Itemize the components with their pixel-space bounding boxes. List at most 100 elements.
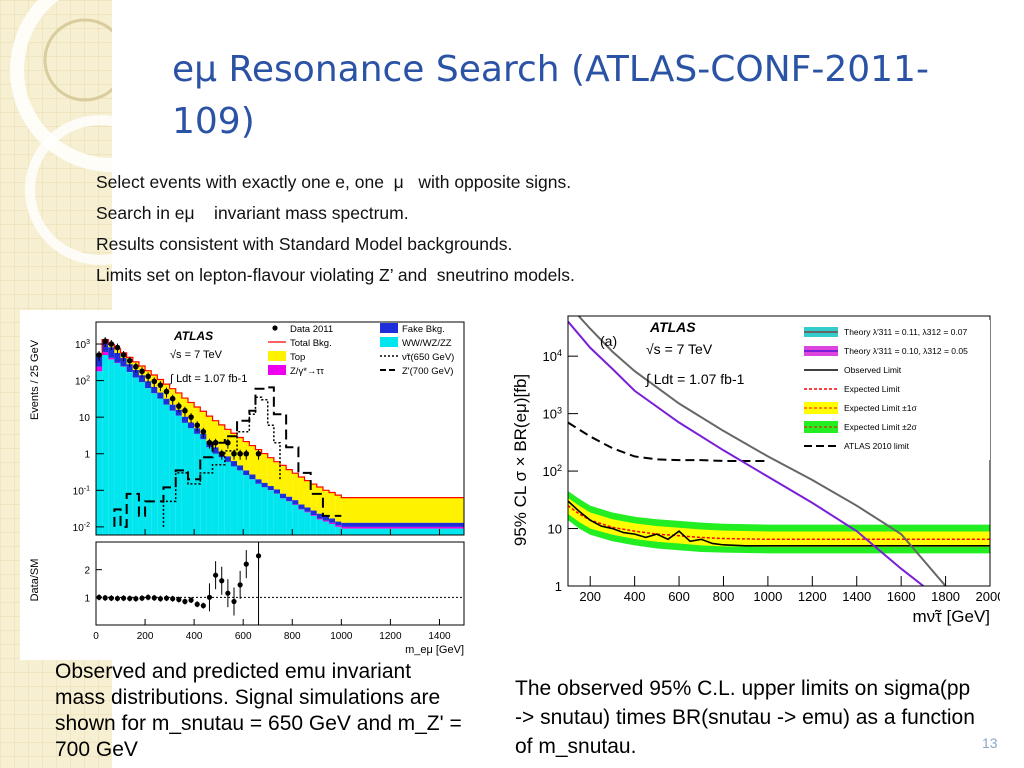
histogram-bar (249, 474, 256, 480)
data-point (126, 357, 133, 364)
histogram-bar (304, 512, 311, 535)
sidebar-ring (25, 115, 112, 265)
page-number: 13 (982, 735, 998, 751)
histogram-bar (304, 480, 311, 508)
legend-label: Observed Limit (844, 365, 902, 375)
ratio-point (176, 596, 182, 603)
legend-label: Data 2011 (290, 324, 333, 335)
histogram-bar (341, 528, 464, 535)
ratio-point (243, 561, 249, 567)
bullet-item: Results consistent with Standard Model b… (96, 234, 513, 254)
x-tick-label: 200 (137, 631, 154, 642)
histogram-bar (286, 496, 293, 502)
legend-swatch (380, 323, 398, 333)
x-axis-label: mν̃τ [GeV] (912, 607, 990, 626)
legend-label: Fake Bkg. (402, 324, 445, 335)
histogram-bar (280, 465, 287, 494)
histogram-bar (188, 428, 195, 535)
histogram-bar (181, 416, 188, 423)
legend-background (798, 320, 990, 460)
histogram-bar (243, 475, 250, 535)
bullet-item: Select events with exactly one e, one μ … (96, 172, 572, 192)
histogram-bar (267, 457, 274, 487)
x-tick-label: 200 (579, 589, 601, 604)
legend-swatch (268, 351, 286, 361)
histogram-bar (120, 366, 127, 535)
data-point (212, 439, 219, 446)
x-tick-label: 2000 (976, 589, 1000, 604)
x-tick-label: 1000 (753, 589, 782, 604)
ratio-point (188, 597, 194, 603)
y-tick-label: 103 (75, 339, 90, 351)
x-tick-label: 800 (284, 631, 301, 642)
histogram-bar (335, 526, 342, 535)
x-tick-label: 1600 (887, 589, 916, 604)
histogram-bar (341, 522, 464, 527)
histogram-bar (322, 521, 330, 535)
histogram-bar (212, 453, 219, 535)
total-bkg-line (96, 339, 464, 499)
legend-label: Expected Limit (844, 384, 900, 394)
right-caption: The observed 95% C.L. upper limits on si… (515, 677, 975, 758)
legend-swatch (268, 365, 286, 375)
histogram-bar (304, 507, 311, 512)
histogram-bar (151, 393, 158, 535)
histogram-bar (310, 515, 317, 535)
data-point (206, 439, 213, 446)
ratio-point (194, 601, 200, 607)
histogram-bar (138, 375, 146, 383)
y-tick-label: 10-1 (73, 485, 90, 497)
histogram-bar (298, 504, 305, 509)
data-point (243, 450, 250, 457)
data-point (231, 450, 237, 457)
histogram-bar (341, 526, 464, 529)
data-point (151, 378, 158, 385)
legend-marker (272, 325, 278, 331)
histogram-bar (280, 493, 287, 499)
x-tick-label: 1400 (428, 631, 451, 642)
bullet-item: Limits set on lepton-flavour violating Z… (96, 265, 575, 285)
histogram-bar (322, 515, 330, 521)
histogram-bar (114, 352, 121, 363)
ratio-panel: 1 2 0 200 400 600 800 1000 1200 1400 (84, 541, 465, 642)
legend-label: Total Bkg. (290, 338, 332, 349)
ratio-point (127, 595, 133, 602)
data-point (114, 344, 121, 351)
histogram-bar (96, 366, 103, 372)
legend-label: WW/WZ/ZZ (402, 338, 452, 349)
histogram-bar (120, 358, 127, 367)
histogram-bar (261, 487, 268, 535)
x-tick-label: 800 (713, 589, 735, 604)
histogram-bar (237, 470, 244, 535)
histogram-bar (329, 523, 336, 535)
data-point (108, 341, 115, 347)
histogram-bar (316, 518, 323, 520)
bullet-item: Search in eμ invariant mass spectrum. (96, 203, 409, 223)
panel-label: (a) (600, 333, 617, 349)
sidebar-ring (10, 0, 112, 172)
y-tick-label: 1 (84, 450, 90, 461)
right-legend: Theory λ′311 = 0.11, λ312 = 0.07 Theory λ… (798, 320, 990, 460)
histogram-bar (194, 406, 201, 429)
histogram-bar (292, 500, 299, 505)
histogram-bar (329, 518, 336, 523)
y-tick-label: 102 (542, 463, 562, 479)
ratio-y-tick-label: 1 (84, 593, 90, 604)
data-point (145, 373, 151, 380)
data-point (255, 450, 262, 457)
histogram-bar (322, 490, 330, 516)
left-legend: Data 2011 Fake Bkg. Total Bkg. WW/WZ/ZZ Top ν… (268, 323, 454, 377)
data-point (169, 395, 176, 402)
histogram-bar (145, 381, 152, 389)
ratio-point (219, 578, 225, 584)
histogram-bar (151, 386, 158, 394)
y-tick-label: 10-2 (73, 522, 90, 534)
histogram-bar (335, 525, 342, 527)
legend-label: ATLAS 2010 limit (844, 441, 910, 451)
legend-label: Expected Limit ±2σ (844, 422, 918, 432)
plot-frame (95, 321, 465, 536)
histogram-bar (230, 461, 238, 467)
legend-swatch (380, 337, 398, 347)
y-tick-label: 102 (75, 376, 90, 388)
data-point (225, 439, 231, 446)
